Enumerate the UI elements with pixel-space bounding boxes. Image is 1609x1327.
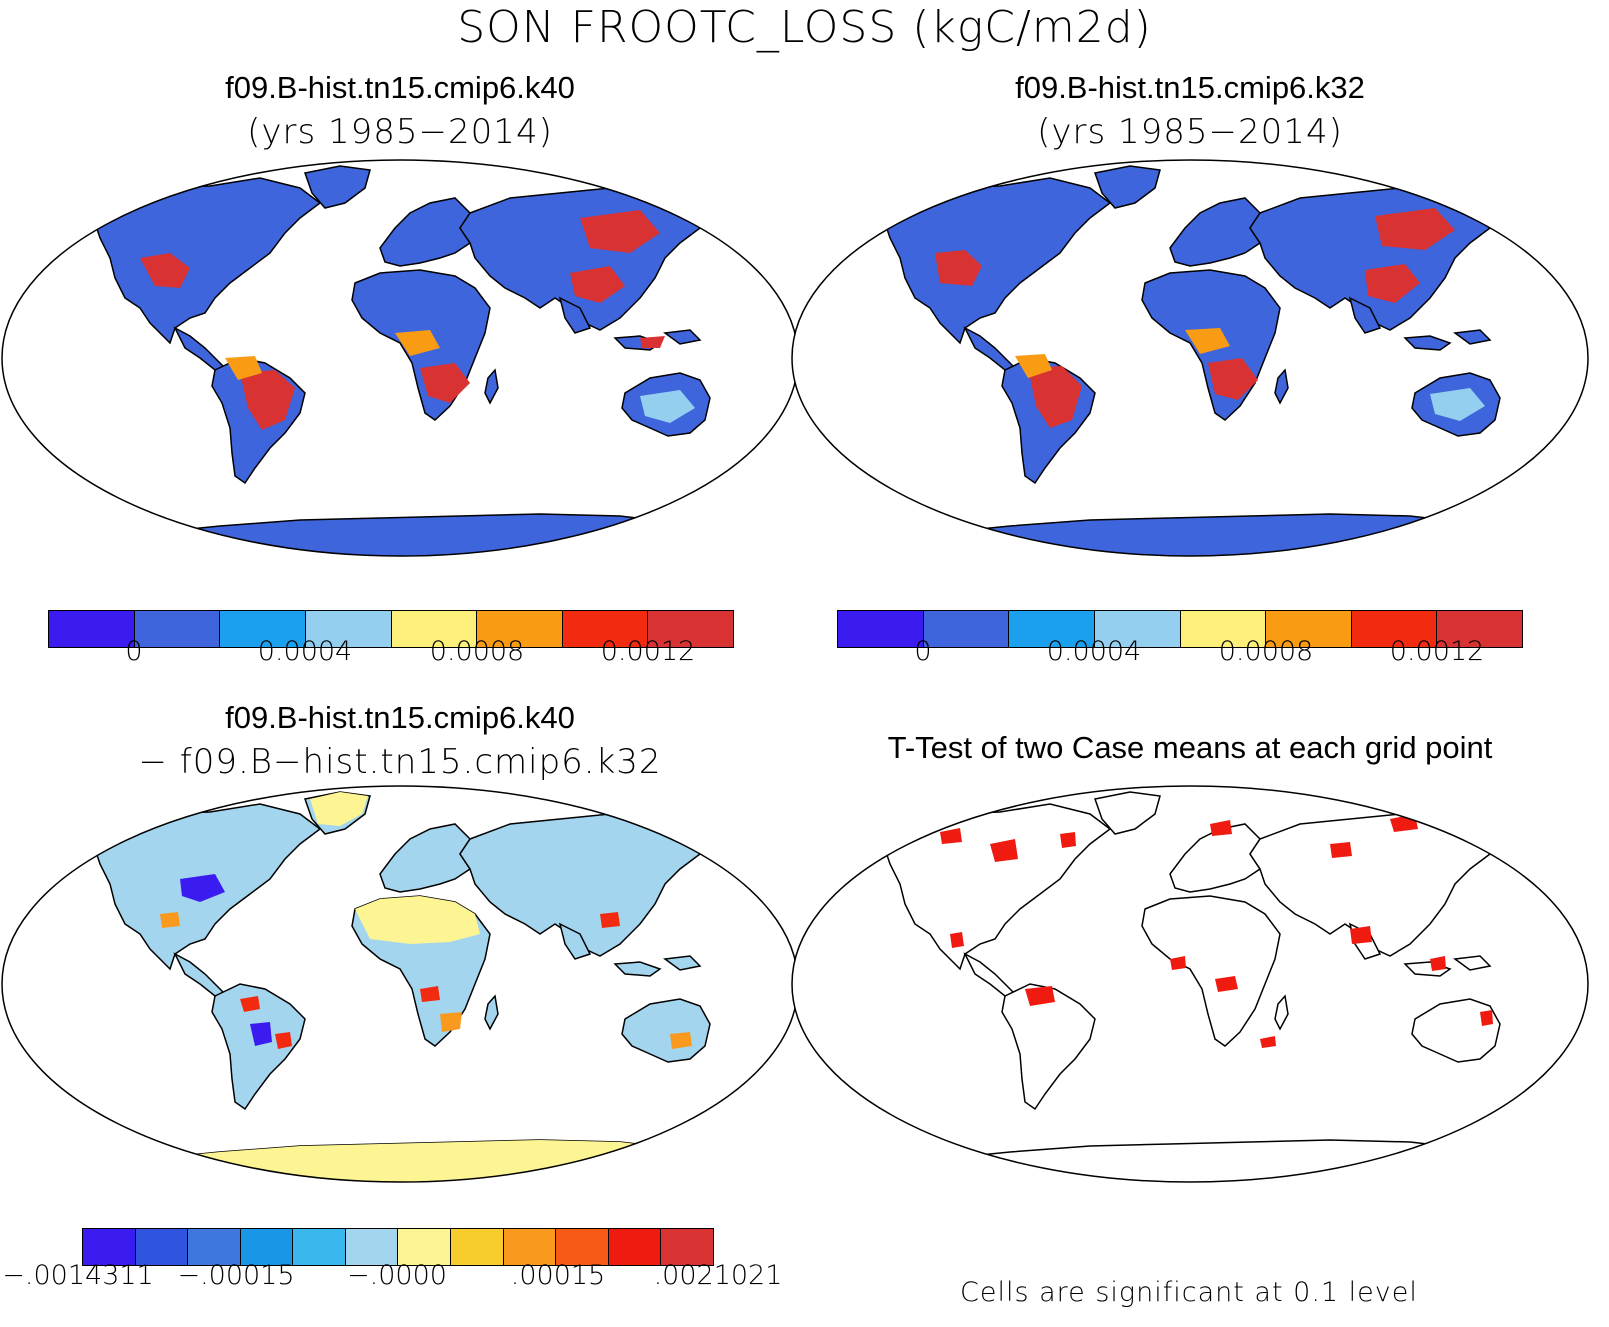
panel-k32-title: f09.B-hist.tn15.cmip6.k32 [1015, 70, 1365, 105]
map-diff [1, 785, 799, 1183]
colorbar-swatch [293, 1229, 346, 1265]
colorbar-tick-label: 0 [914, 636, 932, 667]
colorbar-swatch [1180, 611, 1267, 647]
colorbar-swatch [345, 1229, 399, 1265]
map-k32 [791, 159, 1589, 557]
colorbar-swatch [398, 1229, 452, 1265]
colorbar-swatch [305, 611, 392, 647]
colorbar-swatch [49, 611, 135, 647]
colorbar-swatch [240, 1229, 294, 1265]
colorbar-swatch [188, 1229, 241, 1265]
colorbar-tick-label: 0.0004 [257, 636, 353, 667]
colorbar-swatch [134, 611, 221, 647]
map-ttest [791, 785, 1589, 1183]
colorbar-swatch [648, 611, 733, 647]
colorbar-tick-label: 0.0012 [600, 636, 696, 667]
panel-k40-subtitle: (yrs 1985−2014) [247, 112, 553, 152]
colorbar-swatch [1351, 611, 1438, 647]
colorbar-tick-label: 0.0008 [429, 636, 525, 667]
colorbar-tick-label: 0.0012 [1389, 636, 1485, 667]
colorbar-swatch [503, 1229, 557, 1265]
panel-k40-title: f09.B-hist.tn15.cmip6.k40 [225, 70, 575, 105]
colorbar-swatch [1094, 611, 1181, 647]
colorbar-tick-label: −.0000 [347, 1260, 447, 1291]
colorbar-k32 [837, 610, 1523, 648]
panel-diff-subtitle: − f09.B−hist.tn15.cmip6.k32 [138, 742, 662, 782]
colorbar-tick-label: 0 [125, 636, 143, 667]
panel-diff-title: f09.B-hist.tn15.cmip6.k40 [225, 700, 575, 735]
colorbar-swatch [923, 611, 1010, 647]
colorbar-swatch [83, 1229, 136, 1265]
colorbar-tick-label: 0.0004 [1046, 636, 1142, 667]
colorbar-tick-label: −.0014311 [2, 1260, 154, 1291]
significance-note: Cells are significant at 0.1 level [960, 1277, 1418, 1308]
map-k40 [1, 159, 799, 557]
colorbar-swatch [608, 1229, 662, 1265]
colorbar-tick-label: .00015 [510, 1260, 606, 1291]
colorbar-swatch [451, 1229, 504, 1265]
main-title: SON FROOTC_LOSS (kgC/m2d) [457, 2, 1152, 53]
panel-k32-subtitle: (yrs 1985−2014) [1037, 112, 1343, 152]
panel-ttest-title: T-Test of two Case means at each grid po… [887, 730, 1493, 765]
colorbar-swatch [135, 1229, 189, 1265]
colorbar-swatch [477, 611, 563, 647]
colorbar-swatch [391, 611, 478, 647]
k40-high-regions [140, 210, 665, 430]
colorbar-tick-label: .0021021 [653, 1260, 783, 1291]
colorbar-swatch [556, 1229, 609, 1265]
colorbar-swatch [220, 611, 306, 647]
colorbar-swatch [562, 611, 649, 647]
colorbar-swatch [1437, 611, 1522, 647]
colorbar-tick-label: −.00015 [177, 1260, 295, 1291]
colorbar-swatch [838, 611, 924, 647]
colorbar-swatch [661, 1229, 713, 1265]
colorbar-tick-label: 0.0008 [1218, 636, 1314, 667]
colorbar-diff [82, 1228, 714, 1266]
colorbar-swatch [1266, 611, 1352, 647]
colorbar-k40 [48, 610, 734, 648]
colorbar-swatch [1009, 611, 1095, 647]
